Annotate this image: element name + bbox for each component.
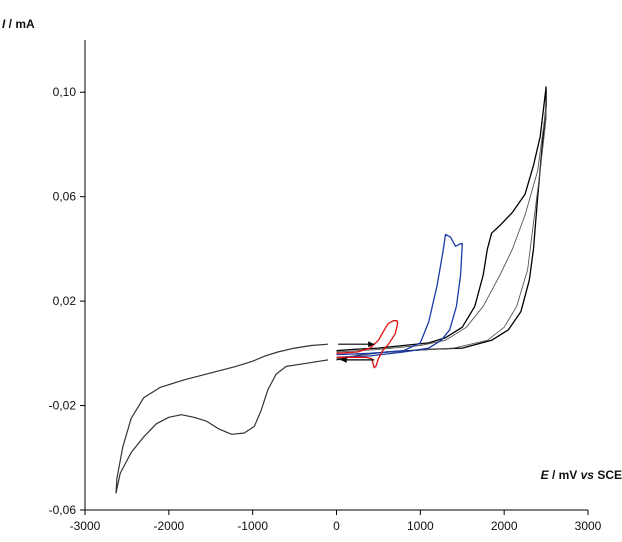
x-axis-vs: vs	[581, 468, 595, 482]
x-tick-label: 1000	[407, 519, 434, 533]
axes: -0,06 -0,02 0,02 0,06 0,10 -3000 -2000 -1000 0 10…	[49, 40, 602, 533]
x-axis-title: E / mV vs SCE	[541, 468, 622, 482]
y-tick-label: -0,02	[49, 399, 77, 413]
x-tick-label: 2000	[491, 519, 518, 533]
x-axis-reference: SCE	[594, 468, 622, 482]
series-line-1	[115, 343, 329, 494]
x-tick-label: -2000	[153, 519, 184, 533]
series-line-2	[336, 86, 547, 361]
y-axis-unit: / mA	[5, 17, 35, 31]
arrow-head-1	[368, 341, 375, 348]
y-tick-label: -0,06	[49, 503, 77, 517]
y-tick-label: 0,10	[53, 85, 77, 99]
y-axis-title: I / mA	[2, 17, 35, 31]
y-axis-symbol: I	[2, 17, 6, 31]
x-tick-label: 3000	[575, 519, 602, 533]
x-axis-unit: / mV	[549, 468, 581, 482]
x-tick-label: 0	[333, 519, 340, 533]
x-tick-label: -1000	[237, 519, 268, 533]
x-axis-symbol: E	[541, 468, 550, 482]
arrow-head-2	[340, 356, 347, 363]
y-tick-label: 0,06	[53, 190, 77, 204]
series-layer	[115, 86, 547, 494]
series-line-5	[336, 320, 399, 369]
y-tick-label: 0,02	[53, 294, 77, 308]
arrow-layer	[338, 341, 375, 363]
x-tick-label: -3000	[70, 519, 101, 533]
series-line-3	[336, 107, 547, 360]
series-line-4	[336, 233, 463, 358]
